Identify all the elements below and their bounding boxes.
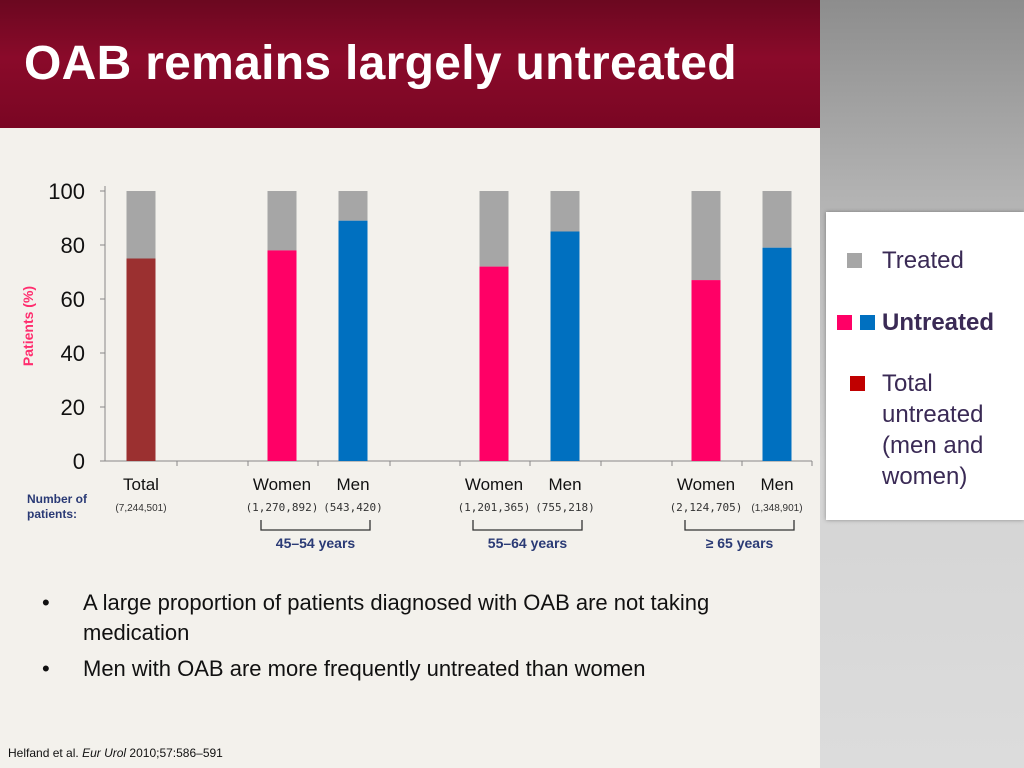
bullet-list: • A large proportion of patients diagnos… <box>40 588 760 690</box>
group-bracket <box>472 520 583 531</box>
legend-treated-swatch <box>847 253 862 268</box>
legend-women-swatch <box>837 315 852 330</box>
bar-chart: 0 20 40 60 80 100 Patients (%) Total (7,244,501)… <box>20 179 813 551</box>
bullet-item: • A large proportion of patients diagnos… <box>40 588 760 648</box>
y-tick-label: 40 <box>61 341 85 366</box>
y-tick-label: 0 <box>73 449 85 474</box>
group-label: 45–54 years <box>276 535 356 551</box>
title-bar: OAB remains largely untreated <box>0 0 820 128</box>
treated-bar-segment <box>691 191 721 281</box>
group-bracket <box>260 520 371 531</box>
patient-count-label: (1,348,901) <box>751 503 802 514</box>
legend-total-swatch <box>850 376 865 391</box>
legend: Treated Untreated Total untreated (men a… <box>826 212 1024 520</box>
group-label: ≥ 65 years <box>706 535 774 551</box>
x-category-label: Men <box>336 475 369 494</box>
untreated-bar-segment <box>338 220 368 461</box>
y-axis-label: Patients (%) <box>20 286 36 366</box>
x-category-label: Men <box>760 475 793 494</box>
untreated-bar-segment <box>479 266 509 461</box>
y-tick-label: 20 <box>61 395 85 420</box>
untreated-bar-segment <box>126 258 156 461</box>
bullet-dot-icon: • <box>42 656 50 681</box>
patient-count-label: (1,201,365) <box>458 501 531 514</box>
treated-bar-segment <box>550 191 580 232</box>
group-bracket <box>684 520 795 531</box>
number-of-patients-label: Number of patients: <box>27 492 87 521</box>
x-category-label: Total <box>123 475 159 494</box>
bullet-dot-icon: • <box>42 590 50 615</box>
reference: Helfand et al. Eur Urol 2010;57:586–591 <box>8 746 223 760</box>
legend-men-swatch <box>860 315 875 330</box>
untreated-bar-segment <box>267 250 297 461</box>
x-category-label: Women <box>253 475 311 494</box>
treated-bar-segment <box>479 191 509 267</box>
y-tick-label: 80 <box>61 233 85 258</box>
treated-bar-segment <box>267 191 297 251</box>
patient-count-label: (2,124,705) <box>670 501 743 514</box>
reference-authors: Helfand et al. <box>8 746 79 760</box>
untreated-bar-segment <box>550 231 580 461</box>
reference-citation: 2010;57:586–591 <box>129 746 223 760</box>
y-tick-label: 60 <box>61 287 85 312</box>
treated-bar-segment <box>762 191 792 248</box>
bullet-text: Men with OAB are more frequently untreat… <box>83 656 646 681</box>
legend-total-untreated-label: Total untreated (men and women) <box>882 370 984 490</box>
treated-bar-segment <box>338 191 368 221</box>
group-label: 55–64 years <box>488 535 568 551</box>
bullet-item: • Men with OAB are more frequently untre… <box>40 654 760 684</box>
legend-untreated-label: Untreated <box>882 309 995 336</box>
untreated-bar-segment <box>762 247 792 461</box>
patient-count-label: (1,270,892) <box>246 501 319 514</box>
x-category-label: Men <box>548 475 581 494</box>
patient-count-label: (755,218) <box>535 501 595 514</box>
y-tick-label: 100 <box>48 179 85 204</box>
x-category-label: Women <box>677 475 735 494</box>
x-category-label: Women <box>465 475 523 494</box>
untreated-bar-segment <box>691 280 721 461</box>
legend-treated-label: Treated <box>882 247 964 274</box>
reference-journal: Eur Urol <box>82 746 127 760</box>
patient-count-label: (543,420) <box>323 501 383 514</box>
treated-bar-segment <box>126 191 156 259</box>
bullet-text: A large proportion of patients diagnosed… <box>83 590 710 645</box>
patient-count-label: (7,244,501) <box>115 503 166 514</box>
slide-title: OAB remains largely untreated <box>24 37 737 90</box>
